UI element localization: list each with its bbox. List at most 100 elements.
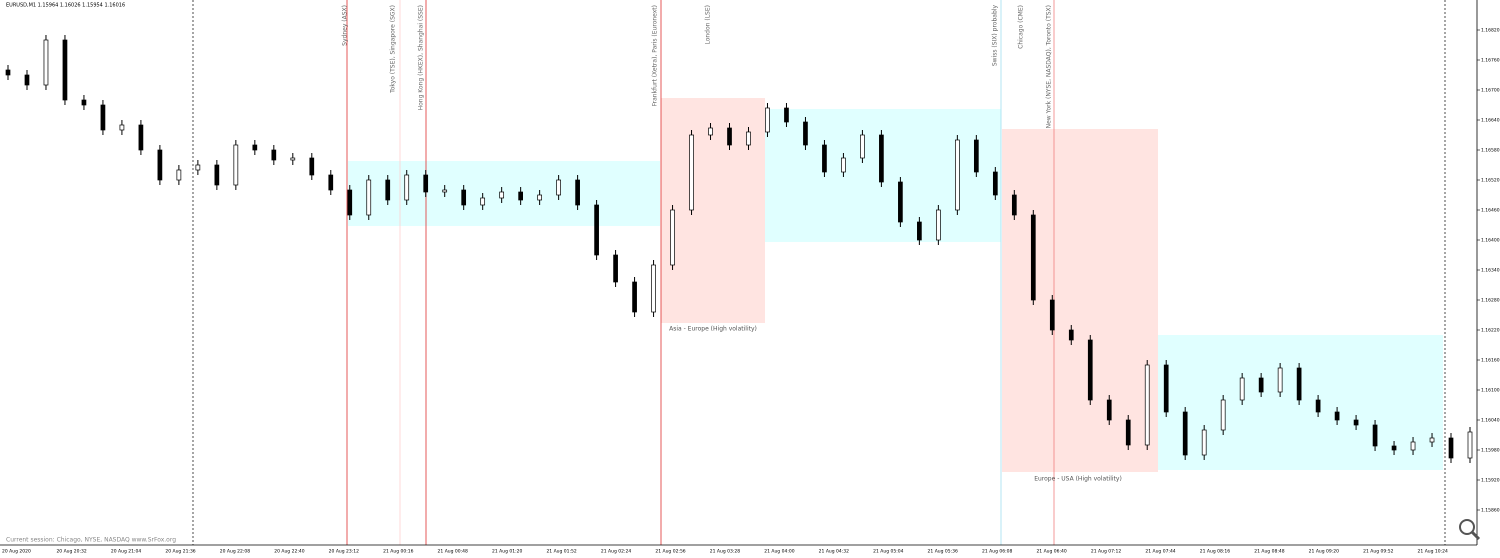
candle-body [214,164,220,186]
zone-label: Asia - Europe (High volatility) [669,326,757,333]
candle-body [1429,437,1435,443]
x-tick-label: 21 Aug 05:04 [873,549,903,555]
x-tick-label: 20 Aug 21:36 [165,549,195,555]
y-tick-label: 1.15980 [1481,448,1500,454]
x-tick-label: 21 Aug 00:16 [383,549,413,555]
candle-body [81,99,87,106]
candle-body [1258,377,1264,393]
session-label: Swiss (SIX) probably [992,5,999,67]
session-label: London (LSE) [705,5,712,45]
candle-body [841,157,846,173]
candle-body [689,134,694,211]
candle-body [290,157,296,161]
candle-body [746,131,751,146]
x-tick-label: 21 Aug 05:36 [928,549,958,555]
candles [5,35,1473,463]
candle-body [1353,419,1359,426]
candle-body [157,149,163,181]
candle-body [1448,437,1454,459]
candle-body [1030,214,1036,301]
candle-body [727,127,732,146]
session-label: Frankfurt (Xetra), Paris (Euronext) [652,5,659,106]
y-tick-label: 1.16400 [1481,238,1500,244]
candle-body [613,254,618,283]
candle-body [404,174,410,201]
candle-body [233,144,239,186]
candle-body [62,39,68,101]
x-tick-label: 21 Aug 08:16 [1200,549,1230,555]
candle-body [860,134,865,159]
candle-body [651,264,656,313]
candle-body [1391,445,1397,451]
candle-body [1144,364,1150,446]
y-tick-label: 1.16100 [1481,388,1500,394]
candle-body [43,39,49,86]
x-tick-label: 21 Aug 07:44 [1145,549,1175,555]
session-label: Hong Kong (HKEX), Shanghai (SSE) [418,5,425,110]
candle-body [992,171,998,196]
y-tick-label: 1.16460 [1481,208,1500,214]
y-tick-label: 1.16820 [1481,28,1500,34]
x-tick-label: 21 Aug 02:24 [601,549,631,555]
candle-body [195,164,201,171]
candle-body [1163,364,1169,413]
y-tick-label: 1.16760 [1481,58,1500,64]
candle-body [1277,367,1283,393]
candle-body [138,124,144,151]
candle-body [176,169,182,181]
candle-body [1106,399,1112,421]
y-tick-label: 1.16040 [1481,418,1500,424]
zoom-icon[interactable] [1459,519,1481,541]
candle-body [898,181,903,223]
session-label: Chicago (CME) [1018,5,1025,49]
candle-body [632,281,637,313]
x-tick-label: 21 Aug 01:20 [492,549,522,555]
candle-body [347,189,353,216]
candle-body [309,157,315,176]
candle-body [100,104,106,131]
session-label: New York (NYSE, NASDAQ), Toronto (TSX) [1046,5,1053,128]
y-tick-label: 1.16580 [1481,148,1500,154]
x-tick-label: 20 Aug 23:12 [329,549,359,555]
x-tick-label: 20 Aug 20:32 [56,549,86,555]
x-tick-label: 21 Aug 07:12 [1091,549,1121,555]
zones [346,0,1443,545]
x-tick-label: 21 Aug 01:52 [546,549,576,555]
candle-body [670,209,675,266]
x-tick-label: 20 Aug 21:04 [111,549,141,555]
candle-body [1125,419,1131,446]
candle-body [423,174,429,193]
candle-body [271,149,277,161]
x-tick-label: 21 Aug 10:24 [1418,549,1448,555]
y-tick-label: 1.16220 [1481,328,1500,334]
candle-body [537,194,542,201]
candle-body [1011,194,1017,216]
x-tick-label: 20 Aug 22:40 [274,549,304,555]
candle-body [1220,399,1226,431]
y-tick-label: 1.16160 [1481,358,1500,364]
candle-body [973,139,979,173]
y-tick-label: 1.16340 [1481,268,1500,274]
x-tick-label: 21 Aug 08:48 [1254,549,1284,555]
candle-body [556,179,561,196]
candle-body [708,127,713,136]
y-tick-label: 1.16280 [1481,298,1500,304]
candle-body [1467,431,1473,459]
candle-body [252,144,258,151]
candle-body [879,134,884,183]
candle-body [594,204,599,256]
candle-body [955,139,960,211]
candle-body [328,174,334,191]
footer-note: Current session: Chicago, NYSE, NASDAQ w… [6,537,176,544]
session-label: Tokyo (TSE), Singapore (SGX) [390,5,397,94]
x-tick-label: 21 Aug 06:40 [1036,549,1066,555]
candle-body [1315,399,1321,413]
candle-body [5,69,11,76]
candle-body [822,144,827,173]
candle-body [1410,441,1416,451]
grid [1477,29,1480,511]
x-tick-label: 21 Aug 09:20 [1309,549,1339,555]
y-tick-label: 1.15860 [1481,508,1500,514]
candle-body [480,197,486,206]
